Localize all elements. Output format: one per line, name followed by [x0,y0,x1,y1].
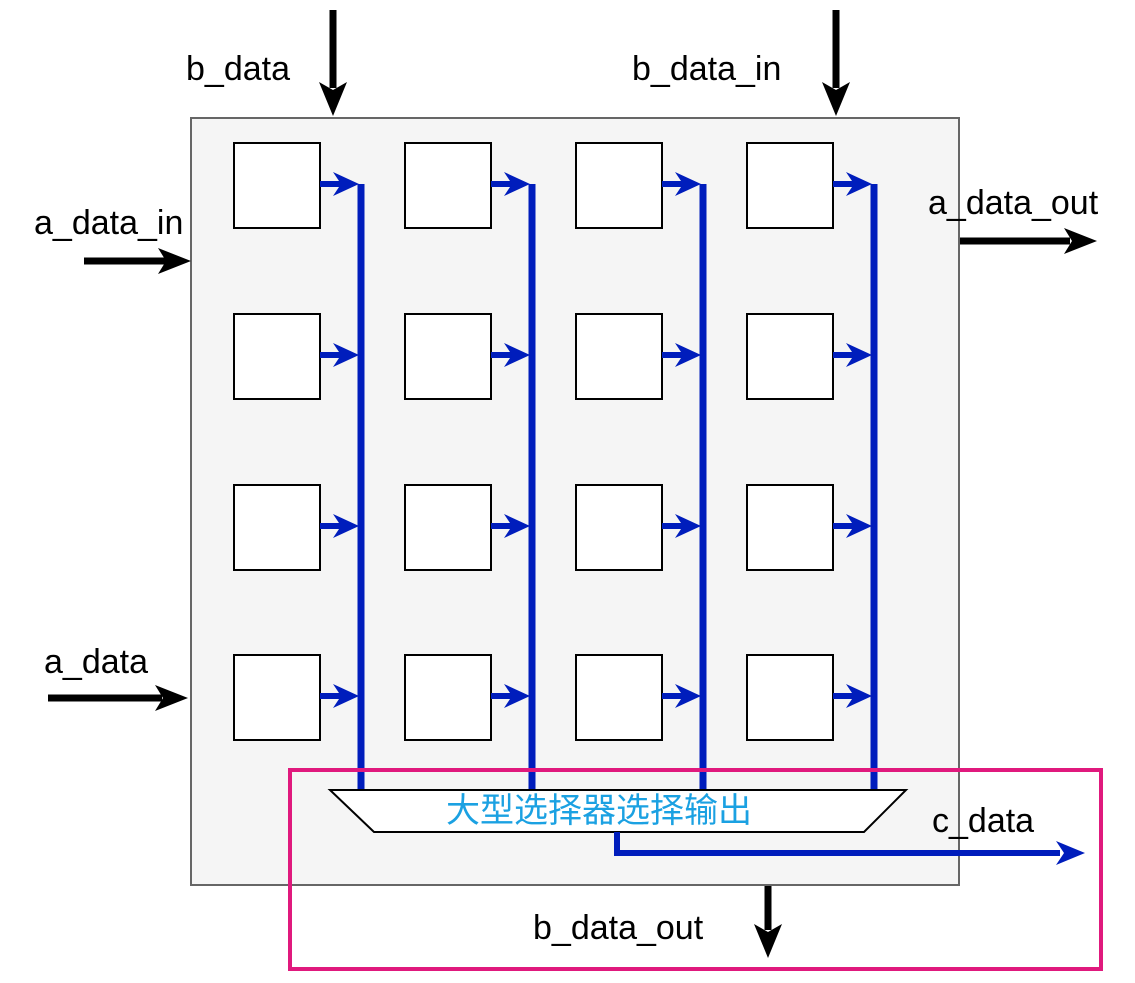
pe-cell-r3-c4 [746,484,834,571]
label-a-data-out: a_data_out [928,184,1099,222]
label-b-data-in: b_data_in [632,50,782,88]
pe-output-arrowhead-r1-c4 [846,172,872,196]
pe-cell-r2-c1 [233,313,321,400]
pe-output-arrowhead-r4-c3 [675,684,701,708]
label-a-data: a_data [44,643,148,681]
pe-cell-r3-c2 [404,484,492,571]
pe-cell-r2-c4 [746,313,834,400]
label-a-data-in: a_data_in [34,204,184,242]
pe-cell-r3-c3 [575,484,663,571]
output-buses [320,172,878,790]
mux-label: 大型选择器选择输出 [446,791,752,831]
pe-cell-r4-c3 [575,654,663,741]
a-data-arrow [48,685,188,711]
pe-cell-r1-c1 [233,142,321,229]
a-data-in-arrow [84,248,191,274]
pe-cell-r1-c3 [575,142,663,229]
pe-grid [233,142,834,741]
c-data-arrowhead [1056,841,1085,865]
pe-output-arrowhead-r2-c3 [675,343,701,367]
pe-output-arrowhead-r1-c2 [504,172,530,196]
b-data-out-arrow [754,886,782,958]
pe-output-arrowhead-r2-c4 [846,343,872,367]
pe-cell-r1-c2 [404,142,492,229]
pe-cell-r4-c4 [746,654,834,741]
pe-output-arrowhead-r3-c2 [504,514,530,538]
highlight-box [288,768,1103,971]
pe-output-arrowhead-r2-c1 [333,343,359,367]
b-data-in-arrow [822,10,850,116]
pe-cell-r4-c1 [233,654,321,741]
pe-output-arrowhead-r4-c4 [846,684,872,708]
pe-output-arrowhead-r3-c3 [675,514,701,538]
pe-output-arrowhead-r1-c3 [675,172,701,196]
pe-output-arrowhead-r4-c2 [504,684,530,708]
pe-cell-r2-c3 [575,313,663,400]
b-data-arrow [319,10,347,116]
pe-cell-r3-c1 [233,484,321,571]
label-b-data: b_data [186,50,290,88]
pe-cell-r2-c2 [404,313,492,400]
pe-output-arrowhead-r4-c1 [333,684,359,708]
mux-shape [327,789,909,833]
label-b-data-out: b_data_out [533,909,704,947]
pe-output-arrowhead-r1-c1 [333,172,359,196]
pe-cell-r4-c2 [404,654,492,741]
label-c-data: c_data [932,802,1035,840]
a-data-out-arrow [960,228,1097,254]
pe-cell-r1-c4 [746,142,834,229]
pe-output-arrowhead-r3-c1 [333,514,359,538]
pe-output-arrowhead-r3-c4 [846,514,872,538]
pe-output-arrowhead-r2-c2 [504,343,530,367]
c-data-wire [614,832,1060,856]
